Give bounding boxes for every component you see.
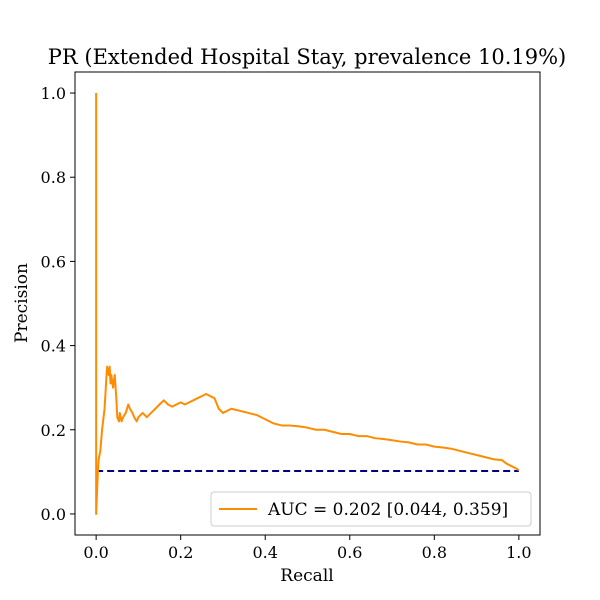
x-tick-label: 1.0 [506,543,531,562]
y-tick-label: 0.8 [41,168,66,187]
x-tick-label: 0.6 [337,543,362,562]
y-axis-label: Precision [12,263,32,343]
y-tick-label: 0.2 [41,421,66,440]
x-tick-label: 0.0 [83,543,108,562]
x-tick-label: 0.4 [253,543,278,562]
series-lines [95,93,520,515]
x-tick-label: 0.2 [168,543,193,562]
y-tick-label: 1.0 [41,84,66,103]
x-tick-label: 0.8 [422,543,447,562]
legend-box [210,491,532,527]
y-tick-label: 0.6 [41,252,66,271]
plot-area: 0.0 0.2 0.4 0.6 0.8 1.0 0.0 0.2 0.4 0.6 0.8 1.0 [41,71,541,562]
legend: AUC = 0.202 [0.044, 0.359] [210,491,532,527]
pr-curve-line [95,93,520,515]
y-tick-label: 0.0 [41,505,66,524]
chart-title: PR (Extended Hospital Stay, prevalence 1… [48,45,566,69]
y-tick-label: 0.4 [41,337,66,356]
x-axis-label: Recall [280,566,333,586]
axes-frame [74,71,541,536]
y-axis-ticks: 0.0 0.2 0.4 0.6 0.8 1.0 [41,84,75,524]
legend-label-pr-curve: AUC = 0.202 [0.044, 0.359] [267,500,508,520]
x-axis-ticks: 0.0 0.2 0.4 0.6 0.8 1.0 [83,535,532,562]
